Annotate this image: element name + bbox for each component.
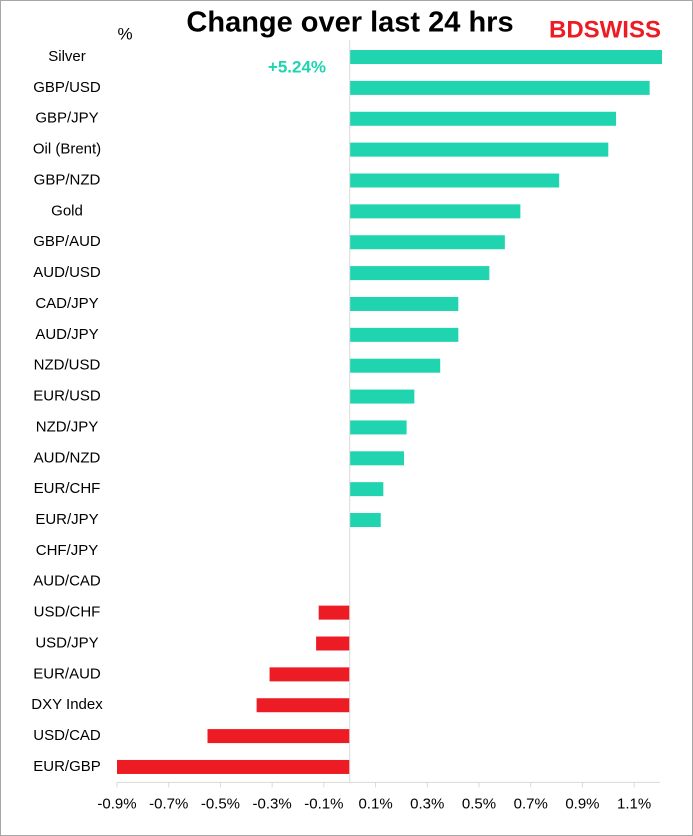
bar bbox=[349, 80, 650, 95]
y-tick-label: EUR/USD bbox=[33, 388, 101, 405]
bar bbox=[318, 605, 350, 620]
x-tick-label: 0.1% bbox=[358, 795, 392, 812]
y-tick-label: AUD/JPY bbox=[35, 326, 98, 343]
y-tick-label: Oil (Brent) bbox=[33, 141, 101, 158]
x-tick-label: -0.7% bbox=[149, 795, 188, 812]
x-tick-label: 0.5% bbox=[462, 795, 496, 812]
bar bbox=[256, 698, 350, 713]
y-tick-label: CHF/JPY bbox=[36, 542, 99, 559]
bar bbox=[349, 358, 441, 373]
bar bbox=[349, 204, 521, 219]
bar bbox=[269, 667, 350, 682]
y-tick-label: USD/CAD bbox=[33, 727, 101, 744]
logo: BDSWISS bbox=[549, 16, 661, 43]
x-tick-label: 0.9% bbox=[565, 795, 599, 812]
bar bbox=[117, 759, 350, 774]
x-tick-label: 0.3% bbox=[410, 795, 444, 812]
bar bbox=[349, 327, 459, 342]
unit-label: % bbox=[117, 24, 132, 43]
y-tick-label: AUD/CAD bbox=[33, 573, 101, 590]
y-tick-label: AUD/USD bbox=[33, 264, 101, 281]
bar bbox=[349, 235, 505, 250]
bar bbox=[349, 266, 490, 281]
x-tick-label: -0.1% bbox=[304, 795, 343, 812]
y-tick-label: DXY Index bbox=[31, 696, 103, 713]
y-tick-label: GBP/AUD bbox=[33, 233, 101, 250]
y-tick-label: EUR/GBP bbox=[33, 758, 101, 775]
bar bbox=[349, 513, 381, 528]
x-tick-label: 1.1% bbox=[617, 795, 651, 812]
y-tick-label: CAD/JPY bbox=[35, 295, 98, 312]
y-tick-label: EUR/JPY bbox=[35, 511, 98, 528]
chart-title: Change over last 24 hrs bbox=[186, 7, 513, 39]
bar bbox=[316, 636, 350, 651]
x-tick-label: -0.5% bbox=[201, 795, 240, 812]
y-tick-label: GBP/JPY bbox=[35, 110, 98, 127]
x-tick-label: -0.9% bbox=[97, 795, 136, 812]
bar bbox=[349, 482, 384, 497]
bar bbox=[349, 50, 662, 65]
y-tick-label: USD/JPY bbox=[35, 634, 98, 651]
y-tick-label: USD/CHF bbox=[34, 604, 101, 621]
x-tick-label: 0.7% bbox=[514, 795, 548, 812]
bar bbox=[349, 451, 405, 466]
bar bbox=[349, 111, 617, 126]
bar bbox=[349, 296, 459, 311]
bar bbox=[207, 729, 350, 744]
y-tick-label: Gold bbox=[51, 202, 83, 219]
bar bbox=[349, 420, 407, 435]
y-tick-label: Silver bbox=[48, 48, 86, 65]
x-tick-label: -0.3% bbox=[253, 795, 292, 812]
bar bbox=[349, 142, 609, 157]
y-tick-label: AUD/NZD bbox=[34, 449, 101, 466]
y-tick-label: EUR/CHF bbox=[34, 480, 101, 497]
annotation: +5.24% bbox=[268, 57, 326, 76]
y-tick-label: GBP/NZD bbox=[34, 171, 101, 188]
y-tick-label: NZD/JPY bbox=[36, 418, 99, 435]
y-tick-label: EUR/AUD bbox=[33, 665, 101, 682]
y-tick-label: GBP/USD bbox=[33, 79, 101, 96]
bars bbox=[117, 50, 662, 774]
bar bbox=[349, 173, 560, 188]
y-tick-label: NZD/USD bbox=[34, 357, 101, 374]
bar bbox=[349, 389, 415, 404]
